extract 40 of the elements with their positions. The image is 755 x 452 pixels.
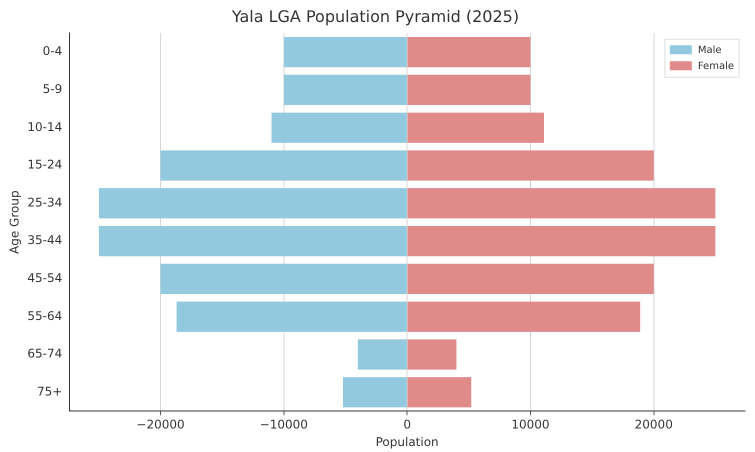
y-tick-label: 15-24 (27, 158, 62, 172)
y-tick-label: 45-54 (27, 271, 62, 286)
x-tick-label: 0 (403, 418, 411, 432)
bar (98, 188, 407, 218)
bar (271, 112, 407, 143)
bar (408, 226, 716, 256)
bar (98, 226, 407, 256)
y-tick-label: 65-74 (27, 346, 62, 361)
x-tick-label: −10000 (260, 418, 308, 432)
bar (284, 74, 407, 106)
chart-title: Yala LGA Population Pyramid (2025) (230, 6, 520, 26)
bar (408, 302, 640, 332)
bar (408, 112, 544, 143)
bar (408, 339, 456, 370)
bar (408, 150, 654, 181)
x-axis-title: Population (376, 434, 439, 449)
y-tick-label: 25-34 (27, 195, 62, 210)
y-tick-label: 0-4 (42, 44, 62, 58)
y-tick-label: 5-9 (42, 82, 62, 96)
y-tick-label: 10-14 (27, 120, 62, 134)
bar (408, 74, 530, 106)
legend-label: Male (698, 44, 722, 56)
legend-label: Female (698, 60, 734, 72)
y-tick-label: 55-64 (27, 308, 62, 323)
bar (358, 339, 407, 370)
y-tick-label: 35-44 (27, 233, 62, 248)
x-tick-label: −20000 (136, 418, 185, 432)
bar (160, 264, 407, 294)
y-axis-title: Age Group (7, 190, 22, 254)
bar (343, 377, 407, 408)
x-tick-label: 10000 (511, 418, 550, 432)
y-tick-label: 75+ (36, 384, 62, 398)
x-tick-label: 20000 (634, 418, 673, 432)
bar (284, 36, 407, 68)
bar (408, 377, 472, 408)
bar (408, 36, 530, 68)
bar (176, 302, 407, 332)
bar (160, 150, 407, 181)
bar (408, 188, 716, 218)
bar (408, 264, 654, 294)
